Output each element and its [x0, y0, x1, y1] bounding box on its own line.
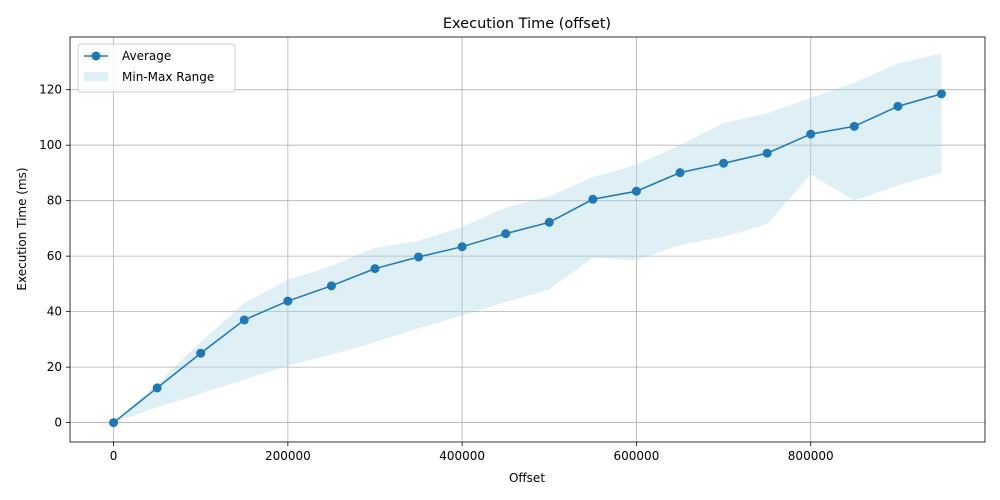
x-tick-label: 800000 — [788, 449, 834, 463]
average-line — [113, 93, 942, 424]
x-tick-label: 200000 — [265, 449, 311, 463]
average-point — [544, 217, 554, 227]
average-point — [457, 242, 467, 252]
average-point — [631, 186, 641, 196]
legend-average-marker — [91, 51, 101, 61]
y-axis-title: Execution Time (ms) — [15, 167, 29, 290]
average-point — [326, 281, 336, 291]
average-point — [283, 296, 293, 306]
average-point — [588, 194, 598, 204]
average-point — [893, 101, 903, 111]
average-point — [762, 148, 772, 158]
average-point — [196, 348, 206, 358]
y-tick-label: 0 — [54, 416, 62, 430]
legend-range-swatch — [84, 72, 108, 81]
average-point — [936, 89, 946, 99]
y-tick-label: 100 — [39, 138, 62, 152]
average-point — [675, 168, 685, 178]
x-axis-title: Offset — [509, 471, 545, 485]
y-tick-label: 120 — [39, 83, 62, 97]
y-tick-label: 60 — [47, 249, 62, 263]
chart-title: Execution Time (offset) — [443, 16, 611, 32]
x-tick-label: 0 — [110, 449, 118, 463]
x-tick-label: 400000 — [439, 449, 485, 463]
average-point — [719, 158, 729, 168]
min-max-range-area — [113, 53, 942, 423]
plot-frame — [69, 36, 986, 443]
legend-box — [77, 43, 236, 93]
y-tick-label: 40 — [47, 305, 62, 319]
legend-range-label: Min-Max Range — [122, 70, 214, 84]
average-point — [849, 121, 859, 131]
legend: Average Min-Max Range — [77, 43, 236, 93]
y-tick-label: 20 — [47, 360, 62, 374]
average-point — [414, 252, 424, 262]
x-tick-label: 600000 — [614, 449, 660, 463]
average-point — [370, 264, 380, 274]
legend-average-label: Average — [122, 49, 171, 63]
average-point — [109, 418, 119, 428]
average-point — [152, 383, 162, 393]
average-point — [501, 229, 511, 239]
average-point — [239, 315, 249, 325]
average-point — [806, 129, 816, 139]
y-tick-label: 80 — [47, 194, 62, 208]
